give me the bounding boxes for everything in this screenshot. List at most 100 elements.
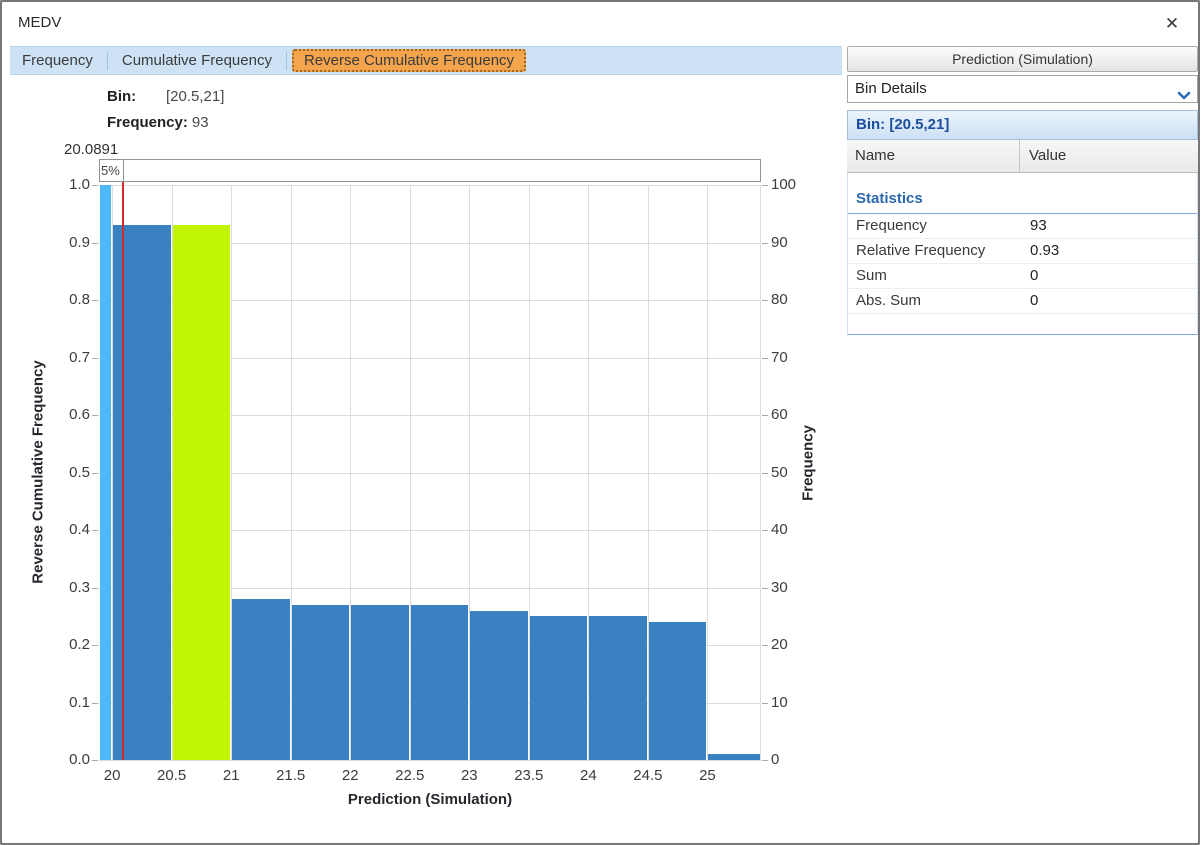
y-tick-mark-left (92, 587, 98, 589)
bar-bin-22.5-23[interactable] (410, 604, 469, 760)
selected-bin-header: Bin: [20.5,21] (847, 110, 1198, 140)
y-tick-mark-right (762, 530, 768, 531)
y-tick-mark-right (762, 300, 768, 301)
tab-cumulative-frequency[interactable]: Cumulative Frequency (121, 52, 272, 69)
dropdown-value: Bin Details (855, 80, 927, 97)
y-tick-label-right: 0 (771, 751, 780, 768)
y-tick-label-right: 20 (771, 636, 788, 653)
window-title: MEDV (18, 14, 62, 31)
bar-bin-21.5-22[interactable] (291, 604, 350, 760)
y-axis-title-right: Frequency (799, 425, 817, 501)
y-tick-mark-right (762, 702, 768, 704)
bar-bin-24-24.5[interactable] (589, 616, 647, 760)
y-tick-label-left: 0.5 (69, 463, 90, 481)
bar-bin-20.5-21[interactable] (172, 225, 231, 760)
y-tick-label-left: 0.4 (69, 521, 90, 538)
gridline (99, 760, 761, 761)
x-tick-label: 23 (460, 767, 478, 784)
percentile-slider-handle[interactable]: 5% (100, 160, 124, 181)
y-tick-mark-left (92, 530, 98, 531)
column-header-value: Value (1029, 147, 1067, 164)
bar-bin-19.89-20[interactable] (100, 185, 112, 760)
y-tick-mark-left (92, 472, 98, 474)
gridline (99, 530, 761, 531)
bin-value: [20.5,21] (166, 88, 225, 105)
y-tick-label-left: 0.0 (69, 751, 90, 768)
gridline (99, 300, 761, 301)
gridline (99, 472, 761, 474)
frequency-readout-row: Frequency: 93 (107, 114, 209, 131)
gridline (588, 185, 590, 760)
y-tick-label-right: 70 (771, 348, 788, 366)
column-header-name: Name (855, 147, 896, 164)
y-tick-label-left: 0.9 (69, 233, 90, 251)
tab-divider (285, 51, 287, 70)
y-tick-label-left: 0.3 (69, 578, 90, 596)
x-axis-title: Prediction (Simulation) (347, 791, 513, 808)
bar-bin-24.5-25[interactable] (648, 622, 707, 760)
gridline (707, 185, 709, 760)
table-row: Relative Frequency 0.93 (848, 239, 1197, 264)
y-tick-mark-left (92, 185, 98, 186)
y-tick-mark-right (762, 760, 768, 761)
x-tick-label: 24.5 (633, 767, 663, 784)
y-tick-mark-left (92, 702, 98, 704)
gridline (99, 415, 761, 416)
y-tick-mark-right (762, 645, 768, 646)
table-row: Sum 0 (848, 264, 1197, 289)
gridline (409, 185, 411, 760)
x-tick-label: 21 (222, 767, 240, 784)
y-tick-mark-right (762, 587, 768, 589)
y-tick-mark-left (92, 760, 98, 761)
y-tick-label-right: 10 (771, 693, 788, 711)
y-tick-label-right: 30 (771, 578, 788, 596)
bar-bin-23.5-24[interactable] (529, 616, 588, 760)
y-tick-mark-right (762, 242, 768, 244)
y-axis-title-left: Reverse Cumulative Frequency (29, 360, 47, 584)
bar-bin-25-25.45[interactable] (708, 754, 760, 760)
y-tick-mark-right (762, 357, 768, 359)
x-tick-label: 21.5 (276, 767, 306, 784)
bar-bin-22-22.5[interactable] (351, 604, 409, 760)
chevron-down-icon[interactable] (1177, 84, 1191, 110)
y-tick-label-right: 60 (771, 406, 788, 423)
gridline (290, 185, 292, 760)
percentile-marker-line[interactable] (121, 182, 124, 760)
frequency-label: Frequency: (107, 114, 188, 131)
bar-bin-23-23.5[interactable] (470, 610, 528, 760)
column-divider (1019, 140, 1020, 172)
tab-reverse-cumulative-frequency[interactable]: Reverse Cumulative Frequency (291, 49, 527, 72)
close-icon[interactable]: ✕ (1164, 14, 1180, 33)
tab-divider (106, 51, 108, 70)
gridline (231, 185, 233, 760)
details-table-body: Statistics Frequency 93 Relative Frequen… (847, 173, 1198, 335)
y-tick-label-left: 1.0 (69, 176, 90, 193)
gridline (647, 185, 649, 760)
y-tick-label-left: 0.7 (69, 348, 90, 366)
bin-details-dropdown[interactable]: Bin Details (847, 75, 1198, 103)
table-row: Frequency 93 (848, 214, 1197, 239)
y-tick-mark-right (762, 185, 768, 186)
y-tick-label-left: 0.2 (69, 636, 90, 653)
y-tick-label-left: 0.1 (69, 693, 90, 711)
panel-header-button[interactable]: Prediction (Simulation) (847, 46, 1198, 72)
x-tick-label: 24 (580, 767, 597, 784)
x-tick-label: 25 (699, 767, 716, 784)
x-tick-label: 20 (103, 767, 121, 784)
gridline (469, 185, 471, 760)
x-tick-label: 22 (341, 767, 359, 784)
y-tick-label-right: 80 (771, 291, 788, 308)
details-table-header: Name Value (847, 140, 1198, 173)
bin-label: Bin: (107, 88, 137, 105)
gridline (99, 185, 761, 186)
x-tick-label: 22.5 (395, 767, 425, 784)
y-tick-label-left: 0.8 (69, 291, 90, 308)
y-tick-label-right: 50 (771, 463, 788, 481)
y-tick-label-right: 40 (771, 521, 788, 538)
gridline (99, 357, 761, 359)
gridline (528, 185, 530, 760)
bar-bin-21-21.5[interactable] (232, 599, 290, 760)
percentile-slider-track[interactable]: 5% (99, 159, 761, 182)
y-tick-mark-left (92, 300, 98, 301)
tab-frequency[interactable]: Frequency (22, 52, 93, 69)
